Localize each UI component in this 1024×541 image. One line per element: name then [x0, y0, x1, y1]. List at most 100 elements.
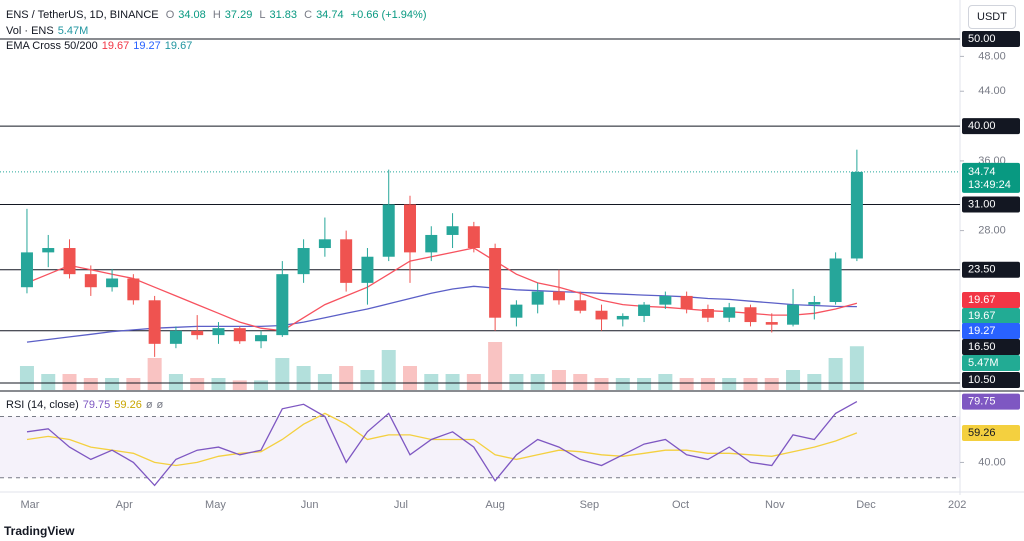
volume-bar [573, 374, 588, 390]
volume-bar [807, 374, 822, 390]
rsi-row: RSI (14, close) 79.75 59.26 ø ø [6, 399, 167, 411]
volume-bar [126, 378, 141, 390]
candle-body [765, 322, 778, 325]
ema-a-tag-bg [962, 292, 1020, 308]
x-tick-label: Sep [580, 499, 600, 511]
h-label: H [212, 9, 221, 21]
candle-body [84, 274, 97, 288]
candle-body [63, 248, 76, 275]
price-tag: 34.74 [968, 166, 996, 178]
vol-value: 5.47M [57, 25, 89, 37]
ema-slow-line [26, 285, 857, 343]
candle-body [723, 307, 736, 318]
candle-body [169, 330, 182, 344]
candle-body [787, 304, 800, 325]
candle-body [744, 307, 757, 323]
x-tick-label: Mar [21, 499, 40, 511]
volume-bar [530, 374, 545, 390]
candle-body [531, 291, 544, 305]
volume-bar [424, 374, 439, 390]
candle-body [616, 315, 629, 320]
candle-body [255, 335, 268, 342]
rsi-value: 79.75 [82, 399, 111, 411]
candle-body [574, 300, 587, 311]
rsi-line [26, 401, 858, 487]
volume-bar [168, 374, 183, 390]
open: 34.08 [178, 9, 206, 21]
candle-body [382, 204, 395, 257]
candle-body [595, 310, 608, 320]
volume-bar [254, 380, 269, 390]
candle-body [659, 295, 672, 305]
volume-bar [190, 378, 205, 390]
candle-body [638, 304, 651, 316]
candle-body [340, 239, 353, 283]
candle-body [808, 302, 821, 305]
candle-body [701, 308, 714, 318]
symbol: ENS / TetherUS, 1D, BINANCE [6, 9, 159, 21]
volume-bar [211, 378, 226, 390]
level-label-bg [962, 30, 1020, 47]
volume-bar [317, 374, 332, 390]
countdown: 13:49:24 [968, 179, 1011, 191]
candle-body [361, 256, 374, 283]
candle-body [489, 248, 502, 318]
candle-body [510, 304, 523, 318]
volume-bar [743, 378, 758, 390]
volume-bar [786, 370, 801, 390]
volume-bar [445, 374, 460, 390]
volume-bar [19, 366, 34, 390]
x-tick-label: Jun [301, 499, 319, 511]
rsi-x1: ø [145, 399, 153, 411]
volume-bar [509, 374, 524, 390]
volume-bar [637, 378, 652, 390]
volume-tag: 5.47M [968, 357, 999, 369]
level-label: 10.50 [968, 374, 996, 386]
level-label: 50.00 [968, 33, 996, 45]
volume-bar [381, 350, 396, 390]
ema-c: 19.67 [164, 40, 193, 52]
rsi-band [0, 416, 960, 478]
volume-bar [105, 378, 120, 390]
volume-bar [339, 366, 354, 390]
candle-body [276, 274, 289, 336]
rsi-label: RSI (14, close) [6, 399, 79, 411]
ema-a: 19.67 [101, 40, 130, 52]
volume-bar [594, 378, 609, 390]
volume-bar [41, 374, 56, 390]
candle-body [404, 204, 416, 253]
candle-body [297, 248, 310, 275]
ema-c-tag-bg [962, 308, 1020, 324]
rsi-ma-value: 59.26 [114, 399, 142, 411]
ema-b: 19.27 [133, 40, 161, 52]
volume-bar [296, 366, 311, 390]
candle-body [446, 226, 459, 235]
rsi-x2: ø [156, 399, 164, 411]
vol-row: Vol · ENS 5.47M [6, 25, 92, 37]
candle-body [467, 226, 480, 249]
rsi-tick-label: 40.00 [978, 456, 1006, 468]
ema-label: EMA Cross 50/200 [6, 40, 98, 52]
ema-row: EMA Cross 50/200 19.67 19.27 19.67 [6, 40, 196, 52]
level-label: 16.50 [968, 341, 996, 353]
level-label-bg [962, 118, 1020, 135]
candle-body [233, 328, 246, 342]
close: 34.74 [316, 9, 344, 21]
rsi-ma-tag: 59.26 [968, 427, 996, 439]
candle-body [552, 291, 565, 301]
volume-bar [658, 374, 673, 390]
volume-bar [147, 358, 162, 390]
currency-button[interactable]: USDT [968, 5, 1016, 29]
volume-bar [615, 378, 630, 390]
level-label: 31.00 [968, 198, 996, 210]
x-tick-label: Dec [856, 499, 876, 511]
candle-body [212, 328, 225, 336]
x-tick-label: Apr [116, 499, 133, 511]
level-label-bg [962, 196, 1020, 213]
y-tick-label: 44.00 [978, 85, 1006, 97]
x-tick-label: Aug [485, 499, 505, 511]
volume-bar [466, 374, 481, 390]
volume-bar [83, 378, 98, 390]
ema-fast-line [26, 247, 858, 332]
